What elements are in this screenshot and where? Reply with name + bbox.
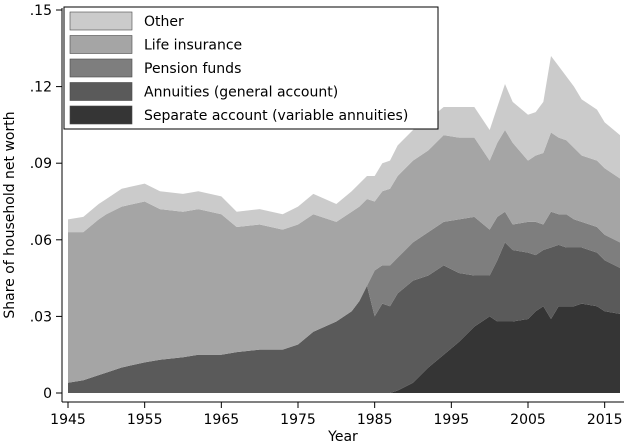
legend-label: Pension funds [144,61,241,77]
legend: Other Life insurance Pension funds Annuitie… [63,6,439,130]
legend-swatch [69,105,133,125]
area-series-2 [68,211,620,383]
y-tick-label: .06 [30,233,52,249]
area-series-3 [68,130,620,383]
area-series-1 [68,242,620,393]
legend-swatch [69,35,133,54]
legend-label: Annuities (general account) [144,85,338,101]
legend-swatch [69,11,133,31]
y-tick-label: .15 [30,3,52,19]
y-tick-label: 0 [43,386,52,402]
x-tick-label: 2015 [587,412,623,428]
y-tick-label: .03 [30,309,52,325]
legend-swatch [69,82,133,101]
y-axis-title: Share of household net worth [2,111,18,318]
x-ticks: 1945 1955 1965 1975 1985 1995 2005 2015 [50,402,622,428]
y-ticks: 0 .03 .06 .09 .12 .15 [30,3,62,402]
legend-label: Other [144,14,184,30]
legend-label: Life insurance [144,38,242,54]
y-tick-label: .12 [30,80,52,96]
x-axis-title: Year [327,429,358,444]
area-layer [68,55,620,393]
x-tick-label: 1975 [280,412,316,428]
x-tick-label: 2005 [510,412,546,428]
x-tick-label: 1945 [50,412,86,428]
area-series-0 [68,303,620,393]
x-tick-label: 1965 [204,412,240,428]
axes [61,8,624,403]
x-tick-label: 1955 [127,412,163,428]
legend-swatch [69,58,133,78]
legend-label: Separate account (variable annuities) [144,108,408,124]
x-tick-label: 1995 [434,412,470,428]
x-tick-label: 1985 [357,412,393,428]
y-tick-label: .09 [30,156,52,172]
